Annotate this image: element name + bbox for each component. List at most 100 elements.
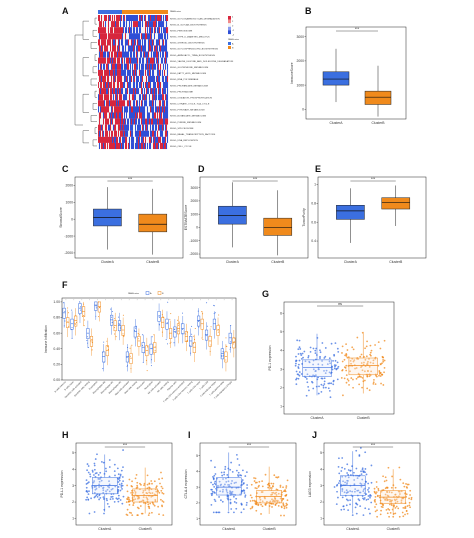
heatmap-cell <box>115 112 117 119</box>
heatmap-cell <box>102 45 104 52</box>
data-point <box>396 500 399 503</box>
heatmap-cell <box>156 69 158 76</box>
heatmap-cell <box>132 142 134 150</box>
heatmap-cell <box>116 130 118 137</box>
data-point <box>132 502 135 505</box>
heatmap-cell <box>167 106 169 113</box>
heatmap-cell <box>103 130 105 137</box>
data-point <box>319 351 322 354</box>
data-point <box>378 374 380 377</box>
color-scale-step <box>228 23 231 27</box>
data-point <box>136 514 139 517</box>
box-body <box>129 353 133 364</box>
data-point <box>377 364 380 367</box>
heatmap-cell <box>113 75 115 83</box>
data-point <box>334 364 337 367</box>
heatmap-cell <box>107 130 109 137</box>
data-point <box>214 492 216 494</box>
heatmap-cell <box>154 118 156 125</box>
heatmap-cell <box>118 33 120 40</box>
data-point <box>378 496 381 499</box>
heatmap-cell <box>145 88 147 95</box>
heatmap-cell <box>165 15 167 22</box>
heatmap-cell <box>121 21 123 28</box>
heatmap-cell <box>162 21 164 28</box>
data-point <box>273 500 276 503</box>
data-point <box>365 345 368 348</box>
heatmap-cell <box>147 69 149 76</box>
heatmap-cell <box>160 112 162 119</box>
data-point <box>321 342 324 344</box>
data-point <box>162 514 165 517</box>
heatmap-cell <box>139 27 141 34</box>
heatmap-cell <box>110 142 112 150</box>
heatmap-cell <box>116 124 118 131</box>
heatmap-cell <box>124 124 126 131</box>
outlier-point <box>150 365 152 367</box>
heatmap-cell <box>152 82 154 89</box>
outlier-point <box>201 337 203 339</box>
data-point <box>334 365 336 368</box>
heatmap-cell <box>124 57 126 64</box>
heatmap-cell <box>157 69 159 76</box>
outlier-point <box>122 314 124 316</box>
heatmap-cell <box>123 142 125 150</box>
data-point <box>328 382 331 385</box>
heatmap-cell <box>123 27 125 34</box>
heatmap-cell <box>103 142 105 150</box>
outlier-point <box>135 327 137 329</box>
heatmap-cell <box>164 142 166 150</box>
heatmap-cell <box>160 142 162 150</box>
data-point <box>150 480 153 482</box>
panel-letter-d: D <box>198 164 205 174</box>
heatmap-cell <box>123 130 125 137</box>
y-tick-label: 3 <box>320 484 322 488</box>
heatmap-cell <box>120 33 122 40</box>
data-point <box>140 483 142 486</box>
heatmap-cell <box>157 94 159 101</box>
data-point <box>213 482 216 485</box>
heatmap-cell <box>126 15 128 22</box>
data-point <box>345 352 348 355</box>
data-point <box>332 380 335 383</box>
data-point <box>383 366 386 369</box>
heatmap-cell <box>132 94 134 101</box>
heatmap-cell <box>161 142 163 150</box>
data-point <box>96 453 98 456</box>
data-point <box>365 493 368 496</box>
heatmap-cell <box>108 142 110 150</box>
data-point <box>210 459 212 462</box>
heatmap-cell <box>129 69 131 76</box>
group-bar-a <box>98 10 122 14</box>
data-point <box>402 482 405 485</box>
data-point <box>147 505 150 508</box>
heatmap-cell <box>163 100 165 107</box>
heatmap-cell <box>152 39 154 46</box>
outlier-point <box>190 352 192 354</box>
heatmap-cell <box>133 39 135 46</box>
outlier-point <box>220 354 222 356</box>
heatmap-cell <box>146 15 148 22</box>
panel-d-estimate-score: D 3000200010000-1000-2000ESTIMATEScoreCl… <box>184 164 309 264</box>
heatmap-cell <box>164 106 166 113</box>
heatmap-cell <box>128 33 130 40</box>
heatmap-cell <box>148 100 150 107</box>
box-body <box>169 328 173 339</box>
data-point <box>116 467 119 470</box>
data-point <box>334 342 337 344</box>
outlier-point <box>126 357 128 359</box>
heatmap-cell <box>102 63 104 70</box>
data-point <box>328 371 331 374</box>
heatmap-cell <box>153 69 155 76</box>
outlier-point <box>162 316 164 318</box>
data-point <box>335 368 338 371</box>
data-point <box>360 353 363 356</box>
data-point <box>214 500 217 503</box>
heatmap-cell <box>142 69 144 76</box>
heatmap-cell <box>146 57 148 64</box>
heatmap-cell <box>120 100 122 107</box>
heatmap-cell <box>108 33 110 40</box>
heatmap-cell <box>126 33 128 40</box>
heatmap-cell <box>150 94 152 101</box>
heatmap-cell <box>136 130 138 137</box>
